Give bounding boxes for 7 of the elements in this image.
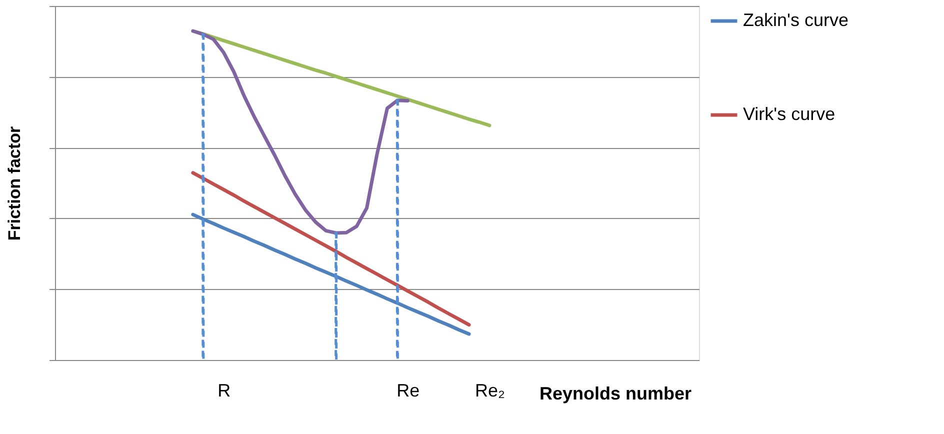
x-tick-label: Re (396, 380, 420, 400)
x-axis-title: Reynolds number (540, 384, 692, 404)
legend-label: Zakin's curve (743, 10, 848, 30)
x-tick-label: Re₂ (474, 380, 505, 400)
y-axis-title: Friction factor (5, 126, 24, 241)
x-tick-label: R (218, 380, 231, 400)
legend-label: Virk's curve (743, 104, 836, 124)
